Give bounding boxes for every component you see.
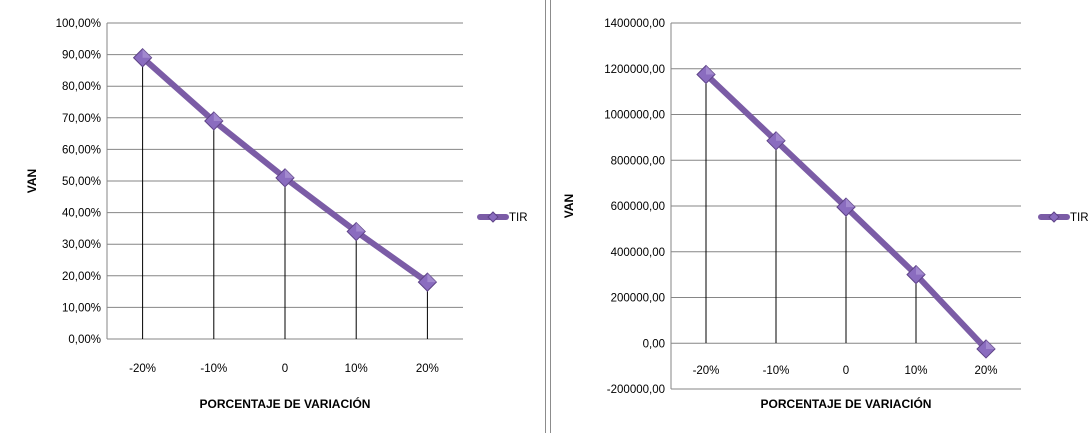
y-tick-label: 10,00% (62, 302, 101, 314)
y-tick-label: 60,00% (62, 144, 101, 156)
x-axis-title: PORCENTAJE DE VARIACIÓN (200, 396, 371, 411)
y-tick-label: 0,00 (643, 338, 665, 350)
y-tick-label: 70,00% (62, 113, 101, 125)
y-tick-label: 200000,00 (611, 293, 665, 305)
x-tick-label: -10% (763, 365, 790, 377)
y-tick-label: 1000000,00 (604, 110, 665, 122)
y-tick-label: 0,00% (68, 334, 101, 346)
x-axis-title: PORCENTAJE DE VARIACIÓN (761, 396, 932, 411)
y-tick-label: 40,00% (62, 208, 101, 220)
chart-panel-van: -200000,00 0,00 200000,00 400000,00 600000,0… (550, 0, 1092, 433)
x-tick-label: 20% (416, 363, 439, 375)
x-tick-label: 0 (282, 363, 288, 375)
y-tick-label: 1200000,00 (604, 64, 665, 76)
x-tick-label: 0 (843, 365, 849, 377)
y-tick-label: 90,00% (62, 50, 101, 62)
legend-label: TIR (509, 212, 528, 224)
van-chart-svg: -200000,00 0,00 200000,00 400000,00 600000,0… (551, 0, 1091, 433)
x-tick-label: 10% (345, 363, 368, 375)
x-tick-label: 20% (974, 365, 997, 377)
y-tick-label: 400000,00 (611, 247, 665, 259)
y-tick-label: 30,00% (62, 239, 101, 251)
legend-marker (1049, 212, 1059, 222)
y-tick-label: 80,00% (62, 81, 101, 93)
x-tick-label: -20% (129, 363, 156, 375)
x-tick-label: -10% (200, 363, 227, 375)
legend-marker (488, 212, 498, 222)
y-tick-label: 50,00% (62, 176, 101, 188)
y-axis-title: VAN (25, 169, 39, 193)
y-tick-label: 800000,00 (611, 155, 665, 167)
y-tick-label: 100,00% (56, 18, 101, 30)
x-tick-label: -20% (693, 365, 720, 377)
y-tick-label: -200000,00 (607, 384, 665, 396)
y-axis-title: VAN (562, 194, 576, 218)
chart-panel-tir: 0,00% 10,00% 20,00% 30,00% 40,00% 50,00% 60,00… (0, 0, 546, 433)
y-tick-label: 1400000,00 (604, 18, 665, 30)
y-tick-label: 20,00% (62, 271, 101, 283)
legend-label: TIR (1070, 212, 1089, 224)
tir-chart-svg: 0,00% 10,00% 20,00% 30,00% 40,00% 50,00% 60,00… (0, 0, 544, 433)
y-tick-label: 600000,00 (611, 201, 665, 213)
x-tick-label: 10% (904, 365, 927, 377)
